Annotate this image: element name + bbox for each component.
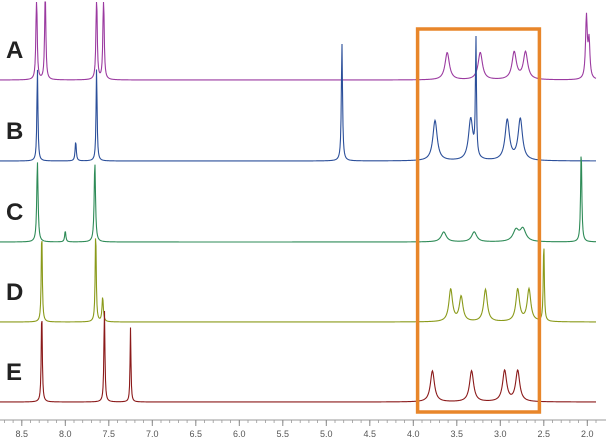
x-tick-label: 2.5 [538, 429, 551, 439]
x-tick-label: 6.5 [190, 429, 203, 439]
x-tick-label: 4.5 [364, 429, 377, 439]
spectrum-line-c [0, 156, 597, 243]
trace-label-d: D [6, 279, 23, 306]
trace-label-e: E [6, 359, 22, 386]
x-tick-label: 3.5 [451, 429, 464, 439]
x-tick-label: 5.0 [320, 429, 333, 439]
spectrum-e [0, 310, 596, 403]
spectra-group [0, 1, 597, 403]
spectrum-c [0, 156, 597, 243]
x-tick-label: 5.5 [277, 429, 290, 439]
x-tick-label: 7.0 [146, 429, 159, 439]
spectrum-d [0, 238, 596, 323]
x-tick-label: 8.0 [59, 429, 72, 439]
trace-label-b: B [6, 118, 23, 145]
x-tick-label: 2.0 [581, 429, 594, 439]
x-tick-label: 4.0 [407, 429, 420, 439]
spectrum-line-a [0, 1, 597, 81]
spectrum-line-b [0, 36, 596, 162]
spectrum-line-d [0, 238, 596, 323]
trace-label-c: C [6, 199, 23, 226]
x-axis: 8.5 8.0 7.5 7.0 6.5 6.0 5.5 5.0 4.5 4.0 3.5 3.0 2.5 2… [0, 419, 606, 439]
highlight-region-box [415, 27, 542, 414]
trace-label-a: A [6, 37, 23, 64]
trace-labels-group: A B C D E [6, 37, 23, 386]
spectrum-b [0, 36, 596, 162]
x-tick-label: 8.5 [16, 429, 29, 439]
spectrum-line-e [0, 310, 596, 403]
x-tick-label: 3.0 [494, 429, 507, 439]
x-tick-label: 7.5 [103, 429, 116, 439]
spectrum-a [0, 1, 597, 81]
x-tick-label: 6.0 [233, 429, 246, 439]
